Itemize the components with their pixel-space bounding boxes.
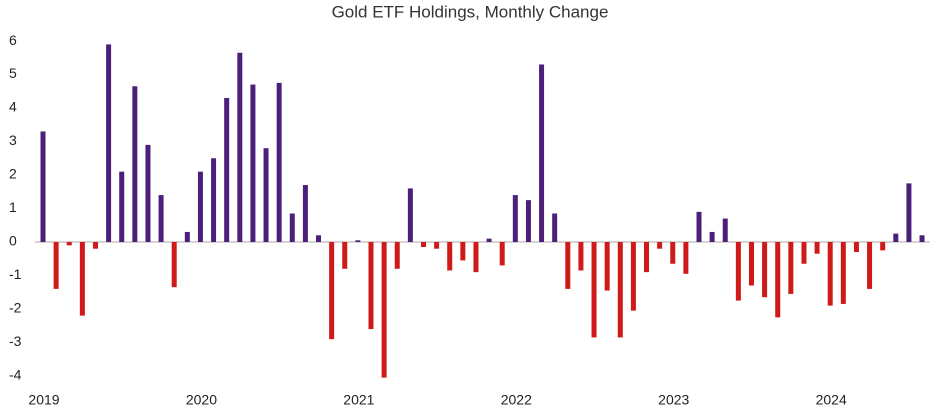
bar [630, 241, 636, 311]
bar [158, 195, 164, 242]
bar [512, 195, 518, 242]
bar [53, 241, 59, 289]
bar [539, 64, 545, 242]
x-tick-label: 2022 [501, 392, 532, 408]
x-tick-label: 2019 [28, 392, 59, 408]
bar [499, 241, 505, 266]
bar [644, 241, 650, 273]
x-tick-label: 2020 [186, 392, 217, 408]
y-tick-label: -3 [9, 333, 22, 349]
bar [289, 213, 295, 242]
bar [40, 131, 46, 242]
bar [316, 235, 322, 242]
bar [211, 158, 217, 242]
bar [237, 52, 243, 242]
bar [355, 240, 361, 242]
bar [748, 241, 754, 286]
bar [814, 241, 820, 254]
bar [670, 241, 676, 264]
y-tick-label: -4 [9, 367, 22, 383]
bar [381, 241, 387, 378]
bar [617, 241, 623, 338]
y-tick-label: 0 [9, 233, 17, 249]
bar [302, 185, 308, 242]
bar [552, 213, 558, 242]
y-tick-label: -2 [9, 300, 22, 316]
bar [329, 241, 335, 340]
y-tick-label: 2 [9, 166, 17, 182]
bar [171, 241, 177, 288]
x-tick-label: 2024 [816, 392, 847, 408]
y-tick-label: 4 [9, 99, 17, 115]
bar [92, 241, 98, 249]
bar [473, 241, 479, 273]
bar [880, 241, 886, 251]
x-tick-label: 2023 [658, 392, 689, 408]
bar [919, 235, 925, 242]
bar [657, 241, 663, 249]
bar [447, 241, 453, 271]
bar [119, 171, 125, 242]
bar [788, 241, 794, 294]
y-tick-label: -1 [9, 266, 22, 282]
bar [394, 241, 400, 269]
bar [525, 200, 531, 242]
bar [591, 241, 597, 338]
bar [722, 218, 728, 242]
bar [906, 183, 912, 242]
bar [683, 241, 689, 274]
bar [276, 82, 282, 242]
bar [184, 231, 190, 242]
bar [775, 241, 781, 318]
y-tick-label: 1 [9, 199, 17, 215]
bar [145, 144, 151, 242]
bar [106, 44, 112, 242]
bar [368, 241, 374, 330]
bar [709, 231, 715, 242]
bar [604, 241, 610, 291]
bar [827, 241, 833, 306]
bar [434, 241, 440, 249]
bar [263, 148, 269, 242]
y-tick-label: 6 [9, 32, 17, 48]
bar [578, 241, 584, 271]
bar [420, 241, 426, 248]
bar [224, 97, 230, 242]
bar [132, 86, 138, 242]
bar [853, 241, 859, 253]
bar [735, 241, 741, 301]
bar [486, 238, 492, 242]
bar [867, 241, 873, 289]
bar [696, 211, 702, 242]
x-tick-label: 2021 [343, 392, 374, 408]
bar [801, 241, 807, 264]
y-tick-label: 3 [9, 132, 17, 148]
bar [840, 241, 846, 304]
bar [565, 241, 571, 289]
bar [79, 241, 85, 316]
bar [250, 84, 256, 242]
chart-title: Gold ETF Holdings, Monthly Change [332, 2, 609, 21]
bar [342, 241, 348, 269]
bar [407, 188, 413, 242]
bar [66, 241, 72, 246]
bar [762, 241, 768, 298]
bar [197, 171, 203, 242]
bar [460, 241, 466, 261]
bar [893, 233, 899, 242]
y-tick-label: 5 [9, 65, 17, 81]
